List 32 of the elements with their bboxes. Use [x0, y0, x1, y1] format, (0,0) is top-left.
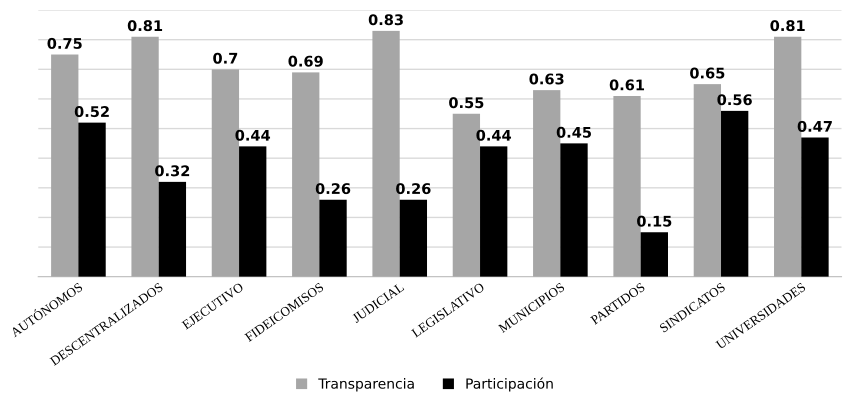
data-label: 0.26	[316, 183, 350, 194]
data-label: 0.56	[717, 94, 752, 106]
data-label: 0.65	[690, 68, 724, 79]
data-label: 0.44	[476, 130, 512, 141]
bar	[721, 110, 748, 277]
data-label: 0.7	[213, 52, 238, 64]
data-label: 0.63	[529, 73, 564, 84]
bar	[560, 143, 588, 277]
bar	[319, 200, 347, 277]
data-label: 0.45	[556, 126, 591, 138]
data-label: 0.81	[770, 20, 805, 32]
bar	[158, 182, 186, 277]
data-label: 0.81	[128, 20, 162, 32]
bar	[480, 146, 508, 277]
data-label: 0.75	[47, 38, 82, 49]
data-label: 0.69	[288, 56, 323, 67]
data-label: 0.32	[155, 165, 190, 176]
data-label: 0.52	[74, 106, 109, 118]
legend-label: Transparencia	[318, 378, 414, 392]
data-label: 0.47	[798, 120, 832, 132]
legend-label: Participación	[466, 378, 553, 392]
data-label: 0.26	[396, 183, 431, 194]
bar	[801, 137, 829, 277]
bar	[640, 232, 668, 277]
bar	[239, 146, 266, 277]
data-label: 0.61	[610, 79, 644, 90]
bar	[78, 122, 106, 277]
bar	[400, 200, 428, 277]
data-label: 0.44	[235, 130, 270, 141]
data-label: 0.15	[637, 216, 672, 227]
data-label: 0.55	[449, 97, 484, 108]
data-label: 0.83	[368, 14, 403, 26]
